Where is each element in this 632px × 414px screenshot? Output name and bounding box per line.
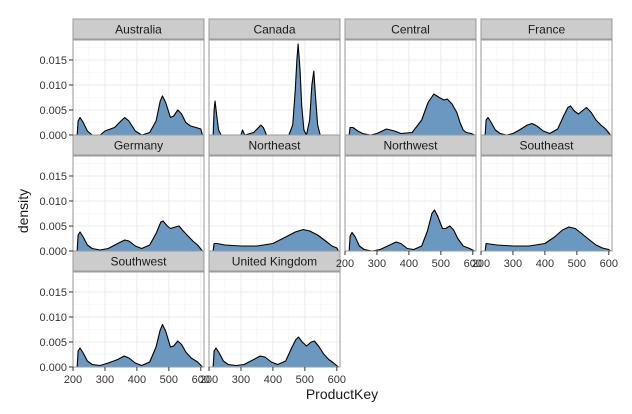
- y-axis-layer: 0.000 0.005 0.010 0.015 0.000 0.005 0.010 0.015…: [39, 55, 73, 374]
- panel-germany: Germany: [72, 134, 205, 252]
- x-tick-label: 300: [368, 258, 386, 270]
- panel-southeast: Southeast: [480, 134, 613, 252]
- x-tick-label: 600: [328, 374, 346, 386]
- strip-label-southeast: Southeast: [519, 139, 574, 153]
- panel-border-united-kingdom: [208, 271, 341, 368]
- panel-canada: Canada: [208, 18, 341, 136]
- panel-australia: Australia: [72, 18, 205, 136]
- x-tick-label: 200: [336, 258, 354, 270]
- strip-label-northeast: Northeast: [248, 139, 301, 153]
- strip-southeast: [480, 134, 613, 156]
- x-tick-label: 400: [264, 374, 282, 386]
- strip-australia: [72, 18, 205, 40]
- y-tick-label: 0.005: [39, 221, 67, 233]
- x-tick-label: 600: [600, 258, 618, 270]
- gridlines-northwest: [344, 156, 476, 252]
- y-tick-label: 0.010: [39, 80, 67, 92]
- y-tick-label: 0.015: [39, 55, 67, 67]
- y-tick-label: 0.015: [39, 287, 67, 299]
- plot-background-canada: [209, 40, 340, 135]
- y-axis-title: density: [15, 189, 31, 233]
- panel-border-northwest: [344, 155, 477, 252]
- x-tick-label: 300: [232, 374, 250, 386]
- panel-france: France: [480, 18, 613, 136]
- panel-united-kingdom: United Kingdom: [208, 250, 341, 368]
- strip-label-united-kingdom: United Kingdom: [232, 255, 317, 269]
- strip-label-france: France: [528, 23, 566, 37]
- strip-label-northwest: Northwest: [383, 139, 438, 153]
- y-tick-label: 0.000: [39, 246, 67, 258]
- strip-united-kingdom: [208, 250, 341, 272]
- y-tick-label: 0.005: [39, 337, 67, 349]
- density-area-central: [348, 93, 475, 136]
- x-tick-label: 500: [432, 258, 450, 270]
- strip-canada: [208, 18, 341, 40]
- x-tick-label: 300: [504, 258, 522, 270]
- strip-central: [344, 18, 477, 40]
- y-tick-label: 0.010: [39, 312, 67, 324]
- x-axis-title: ProductKey: [306, 386, 378, 402]
- strip-northeast: [208, 134, 341, 156]
- x-tick-label: 500: [568, 258, 586, 270]
- panel-border-southeast: [480, 155, 613, 252]
- strip-label-germany: Germany: [114, 139, 163, 153]
- strip-label-southwest: Southwest: [110, 255, 167, 269]
- density-area-northeast: [212, 228, 339, 252]
- density-area-southwest: [76, 323, 203, 368]
- x-tick-label: 500: [160, 374, 178, 386]
- x-tick-label: 500: [296, 374, 314, 386]
- strip-france: [480, 18, 613, 40]
- y-tick-label: 0.005: [39, 105, 67, 117]
- panel-northeast: Northeast: [208, 134, 341, 252]
- density-area-northwest: [348, 209, 475, 252]
- strip-southwest: [72, 250, 205, 272]
- x-tick-label: 200: [200, 374, 218, 386]
- y-tick-label: 0.010: [39, 196, 67, 208]
- x-tick-label: 400: [128, 374, 146, 386]
- strip-label-australia: Australia: [115, 23, 162, 37]
- x-tick-label: 300: [96, 374, 114, 386]
- strip-label-canada: Canada: [253, 23, 295, 37]
- density-area-australia: [76, 95, 203, 136]
- x-tick-label: 400: [536, 258, 554, 270]
- x-tick-label: 400: [400, 258, 418, 270]
- panel-southwest: Southwest: [72, 250, 205, 368]
- panel-border-southwest: [72, 271, 205, 368]
- strip-germany: [72, 134, 205, 156]
- x-tick-label: 200: [472, 258, 490, 270]
- strip-northwest: [344, 134, 477, 156]
- x-tick-label: 200: [64, 374, 82, 386]
- panels-layer: Australia Canada Central France Germany North…: [72, 18, 613, 368]
- strip-label-central: Central: [391, 23, 430, 37]
- y-tick-label: 0.015: [39, 171, 67, 183]
- density-area-southeast: [484, 226, 611, 252]
- y-tick-label: 0.000: [39, 362, 67, 374]
- density-area-germany: [76, 220, 203, 252]
- density-area-united-kingdom: [212, 336, 339, 368]
- panel-central: Central: [344, 18, 477, 136]
- y-tick-label: 0.000: [39, 130, 67, 142]
- panel-northwest: Northwest: [344, 134, 477, 252]
- plot-background-southeast: [481, 156, 612, 251]
- gridlines-northeast: [208, 156, 340, 252]
- x-tick-label: 600: [192, 374, 210, 386]
- density-area-france: [484, 105, 611, 136]
- x-tick-label: 600: [464, 258, 482, 270]
